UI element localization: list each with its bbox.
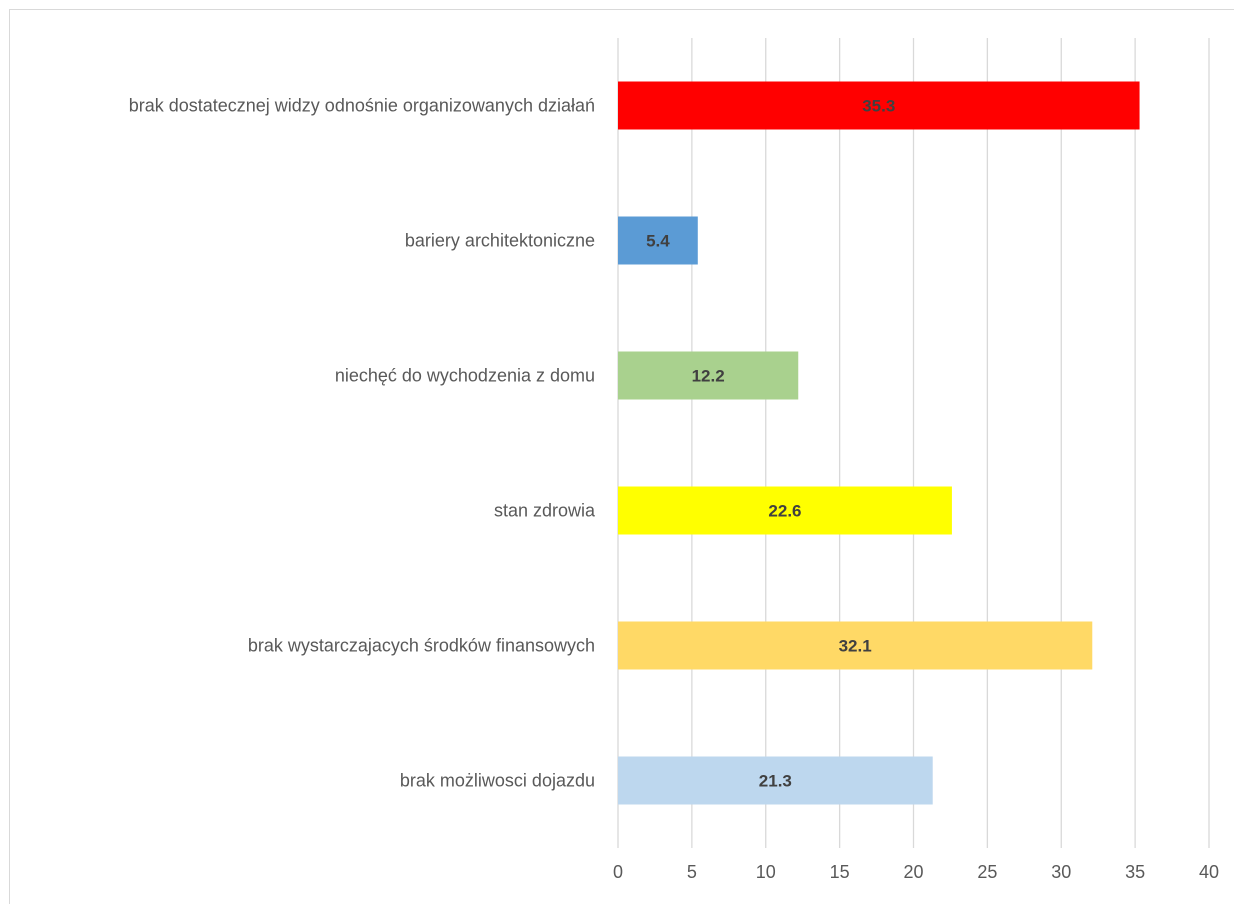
bars [618, 81, 1140, 805]
x-tick-label: 40 [1199, 862, 1219, 882]
data-label: 32.1 [839, 637, 872, 656]
x-tick-label: 35 [1125, 862, 1145, 882]
x-tick-label: 25 [977, 862, 997, 882]
x-tick-label: 0 [613, 862, 623, 882]
x-tick-label: 15 [830, 862, 850, 882]
x-tick-label: 20 [903, 862, 923, 882]
x-tick-label: 10 [756, 862, 776, 882]
x-axis-tick-labels: 0 5 10 15 20 25 30 35 40 [613, 862, 1219, 882]
category-label: brak możliwosci dojazdu [400, 771, 595, 791]
category-label: niechęć do wychodzenia z domu [335, 366, 595, 386]
bar [618, 621, 1093, 670]
category-label: brak wystarczajacych środków finansowych [248, 636, 595, 656]
gridlines [617, 38, 1210, 848]
category-labels: brak dostatecznej widzy odnośnie organiz… [129, 96, 596, 791]
data-label: 22.6 [768, 502, 801, 521]
x-tick-label: 30 [1051, 862, 1071, 882]
data-label: 35.3 [862, 97, 895, 116]
bar [618, 486, 952, 535]
data-labels: 35.3 5.4 12.2 22.6 32.1 21.3 [646, 97, 895, 791]
data-label: 12.2 [692, 367, 725, 386]
x-tick-label: 5 [687, 862, 697, 882]
data-label: 5.4 [646, 232, 670, 251]
bar [618, 81, 1140, 130]
bar [618, 351, 799, 400]
category-label: brak dostatecznej widzy odnośnie organiz… [129, 96, 595, 116]
data-label: 21.3 [759, 772, 792, 791]
bar [618, 756, 933, 805]
chart-frame [9, 9, 1234, 904]
bar [618, 216, 698, 265]
category-label: bariery architektoniczne [405, 231, 595, 251]
category-label: stan zdrowia [494, 501, 596, 521]
